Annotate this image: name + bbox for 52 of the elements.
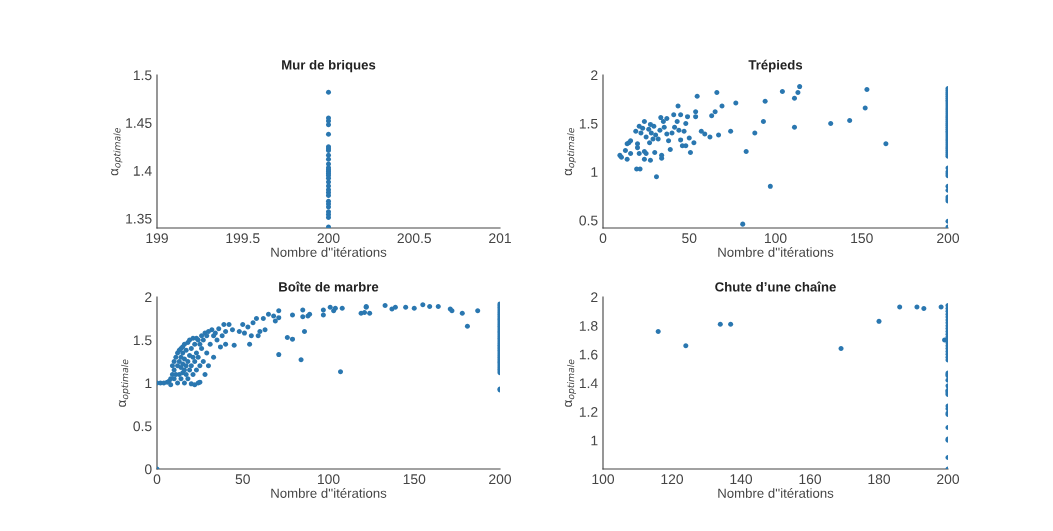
y-tick-label: 1.5	[133, 70, 152, 81]
y-tick-label: 2	[591, 292, 598, 303]
y-tick-label: 0.5	[579, 215, 598, 226]
y-tick-label: 1.2	[579, 407, 598, 417]
y-tick-label: 1	[591, 435, 598, 446]
y-tick-label: 1.5	[579, 118, 598, 129]
y-tick-label: 1	[145, 378, 152, 389]
x-tick-label: 199	[146, 233, 168, 244]
chart-title: Chute d’une chaîne	[715, 281, 836, 292]
y-axis-title: α$_{optimale}$	[111, 127, 123, 176]
x-tick-label: 100	[317, 474, 340, 485]
x-axis-title: Nombre d''itérations	[718, 488, 834, 498]
x-tick-label: 199.5	[226, 233, 260, 244]
y-axis-title: α$_{optimale}$	[118, 359, 131, 407]
y-tick-label: 1.6	[579, 349, 598, 360]
y-tick-label: 1.4	[579, 378, 598, 389]
y-axis-title: α$_{optimale}$	[564, 127, 577, 176]
chart-title: Boîte de marbre	[279, 281, 379, 292]
x-tick-label: 200	[937, 233, 960, 244]
y-tick-label: 0.5	[133, 421, 152, 432]
y-tick-label: 1.45	[126, 118, 152, 128]
x-tick-label: 150	[851, 233, 873, 244]
chart-title: Trépieds	[748, 59, 803, 73]
x-tick-label: 180	[868, 474, 891, 485]
y-tick-label: 1.8	[579, 321, 598, 331]
x-tick-label: 201	[489, 233, 511, 244]
chart-title: Mur de briques	[282, 59, 376, 73]
y-axis-title: α$_{optimale}$	[564, 359, 577, 407]
y-tick-label: 0	[144, 464, 152, 475]
x-tick-label: 140	[730, 474, 753, 485]
x-tick-label: 100	[592, 474, 615, 485]
x-tick-label: 0	[599, 233, 607, 244]
x-axis-title: Nombre d''itérations	[271, 488, 387, 498]
y-tick-label: 1.35	[126, 213, 152, 224]
x-axis-title: Nombre d''itérations	[718, 247, 834, 257]
x-tick-label: 200.5	[397, 233, 432, 244]
y-tick-label: 1.4	[133, 166, 152, 176]
x-tick-label: 50	[682, 233, 697, 244]
x-tick-label: 50	[235, 474, 250, 485]
x-axis-title: Nombre d''itérations	[271, 247, 387, 257]
x-tick-label: 150	[403, 474, 426, 485]
y-tick-label: 1	[591, 167, 598, 177]
x-tick-label: 200	[317, 233, 340, 244]
y-tick-label: 1.5	[133, 335, 152, 346]
y-tick-label: 2	[591, 70, 598, 81]
x-tick-label: 100	[764, 233, 787, 244]
x-tick-label: 200	[937, 474, 960, 485]
x-tick-label: 0	[153, 474, 161, 485]
x-tick-label: 160	[799, 474, 822, 485]
x-tick-label: 120	[661, 474, 684, 485]
y-tick-label: 2	[145, 292, 152, 303]
x-tick-label: 200	[489, 474, 512, 485]
